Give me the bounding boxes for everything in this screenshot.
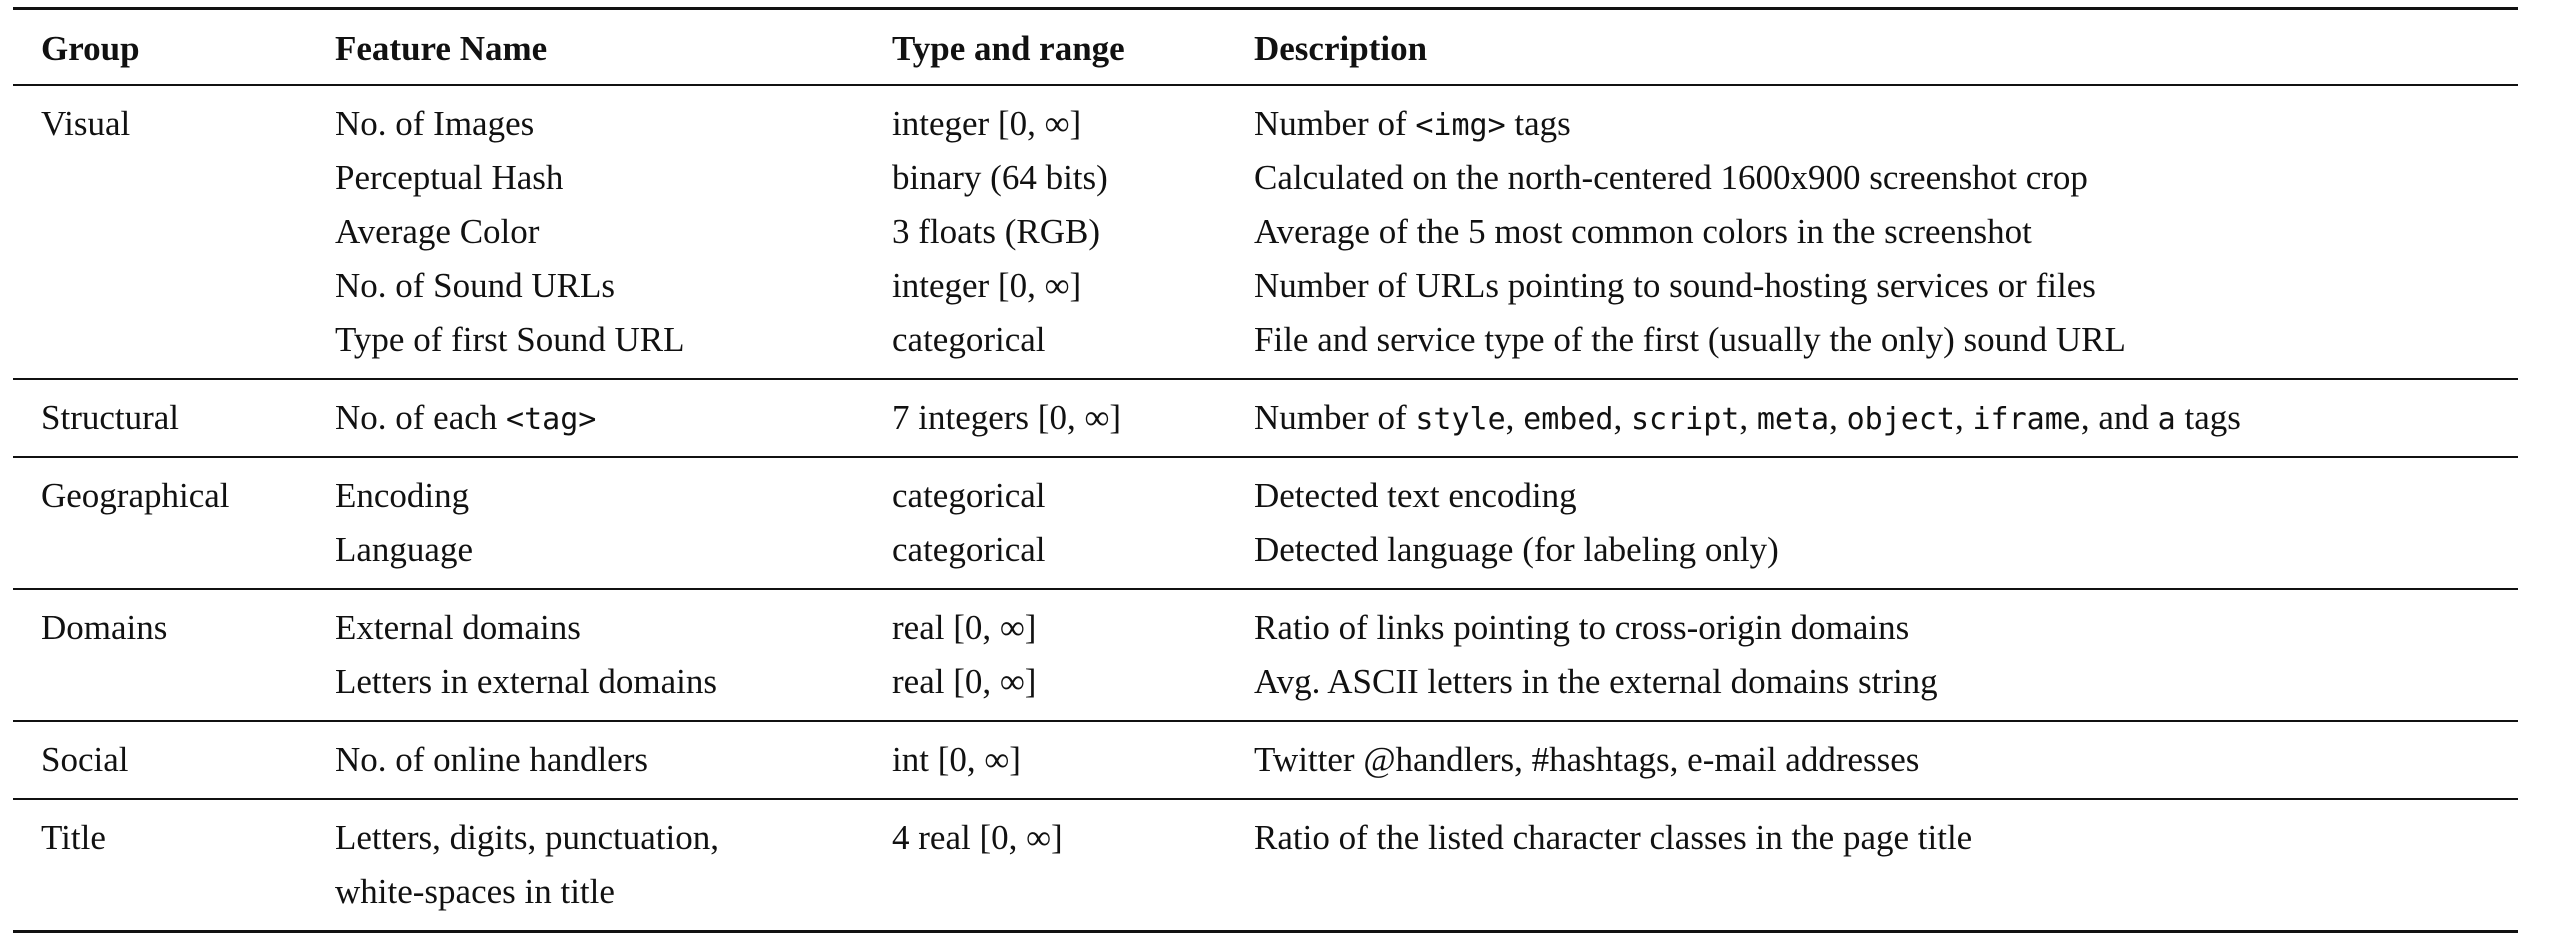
text: Number of [1254,104,1416,143]
description: Number of <img> tags [1254,97,1571,153]
type-range: int [0, ∞] [892,740,1021,779]
type-range: 7 integers [0, ∞] [892,398,1122,437]
text: Type of first Sound URL [335,320,685,359]
group-rule [13,588,2518,590]
text: Number of [1254,398,1416,437]
text: No. of online handlers [335,740,648,779]
type-range: binary (64 bits) [892,158,1108,197]
text: white-spaces in title [335,872,615,911]
text: Number of URLs pointing to sound-hosting… [1254,266,2096,305]
text: , [1505,398,1524,437]
description: Ratio of links pointing to cross-origin … [1254,601,1909,655]
description: Detected language (for labeling only) [1254,523,1779,577]
text: Letters, digits, punctuation, [335,818,719,857]
description: Number of style, embed, script, meta, ob… [1254,391,2241,447]
description: Avg. ASCII letters in the external domai… [1254,655,1938,709]
group-label: Visual [41,104,131,143]
type-range: real [0, ∞] [892,608,1037,647]
code-text: style [1415,402,1506,437]
type-range: 4 real [0, ∞] [892,818,1063,857]
feature-name: Letters, digits, punctuation, [335,811,719,865]
text: Encoding [335,476,470,515]
text: , [1954,398,1973,437]
code-text: embed [1523,402,1614,437]
header-rule [13,84,2518,86]
code-text: object [1846,402,1955,437]
text: Ratio of links pointing to cross-origin … [1254,608,1910,647]
type-range: integer [0, ∞] [892,104,1082,143]
text: No. of Sound URLs [335,266,616,305]
group-label: Structural [41,398,180,437]
feature-name: Encoding [335,469,469,523]
description: Detected text encoding [1254,469,1577,523]
header-group: Group [41,29,140,68]
code-text: meta [1756,402,1830,437]
type-range: categorical [892,320,1046,359]
header-description: Description [1254,29,1428,68]
text: tags [2175,398,2241,437]
feature-name: No. of Sound URLs [335,259,615,313]
description: Twitter @handlers, #hashtags, e-mail add… [1254,733,1919,787]
type-range: 3 floats (RGB) [892,212,1101,251]
code-text: <img> [1415,108,1506,143]
feature-name: Type of first Sound URL [335,313,684,367]
group-label: Social [41,740,129,779]
code-text: script [1630,402,1740,437]
feature-name: white-spaces in title [335,865,615,919]
text: , [1613,398,1631,437]
text: No. of each [335,398,507,437]
description: Calculated on the north-centered 1600x90… [1254,151,2088,205]
text: Letters in external domains [335,662,717,701]
description: File and service type of the first (usua… [1254,313,2126,367]
text: Detected text encoding [1254,476,1577,515]
group-label: Title [41,818,106,857]
group-label: Geographical [41,476,230,515]
feature-name: No. of each <tag> [335,391,596,447]
description: Average of the 5 most common colors in t… [1254,205,2032,259]
description: Number of URLs pointing to sound-hosting… [1254,259,2096,313]
group-rule [13,456,2518,458]
text: Calculated on the north-centered 1600x90… [1254,158,2088,197]
text: Language [335,530,473,569]
group-rule [13,720,2518,722]
text: tags [1505,104,1571,143]
text: Average of the 5 most common colors in t… [1254,212,2032,251]
feature-name: No. of online handlers [335,733,648,787]
type-range: integer [0, ∞] [892,266,1082,305]
group-label: Domains [41,608,168,647]
text: , [1829,398,1847,437]
type-range: categorical [892,476,1046,515]
code-text: iframe [1972,402,2081,437]
top-rule [13,7,2518,10]
feature-name: Letters in external domains [335,655,717,709]
description: Ratio of the listed character classes in… [1254,811,1972,865]
bottom-rule [13,930,2518,933]
feature-name: Average Color [335,205,539,259]
code-text: a [2157,402,2176,437]
group-rule [13,798,2518,800]
feature-name: External domains [335,601,581,655]
text: , [1739,398,1757,437]
code-text: <tag> [506,402,597,437]
text: External domains [335,608,581,647]
text: Average Color [335,212,540,251]
text: Perceptual Hash [335,158,564,197]
text: Avg. ASCII letters in the external domai… [1254,662,1938,701]
text: , and [2080,398,2158,437]
header-feature-name: Feature Name [335,29,548,68]
header-type-range: Type and range [892,29,1125,68]
text: Ratio of the listed character classes in… [1254,818,1973,857]
feature-name: Perceptual Hash [335,151,563,205]
feature-name: Language [335,523,473,577]
text: File and service type of the first (usua… [1254,320,2126,359]
type-range: real [0, ∞] [892,662,1037,701]
text: Detected language (for labeling only) [1254,530,1779,569]
text: Twitter @handlers, #hashtags, e-mail add… [1254,740,1920,779]
type-range: categorical [892,530,1046,569]
text: No. of Images [335,104,535,143]
feature-name: No. of Images [335,97,534,151]
group-rule [13,378,2518,380]
